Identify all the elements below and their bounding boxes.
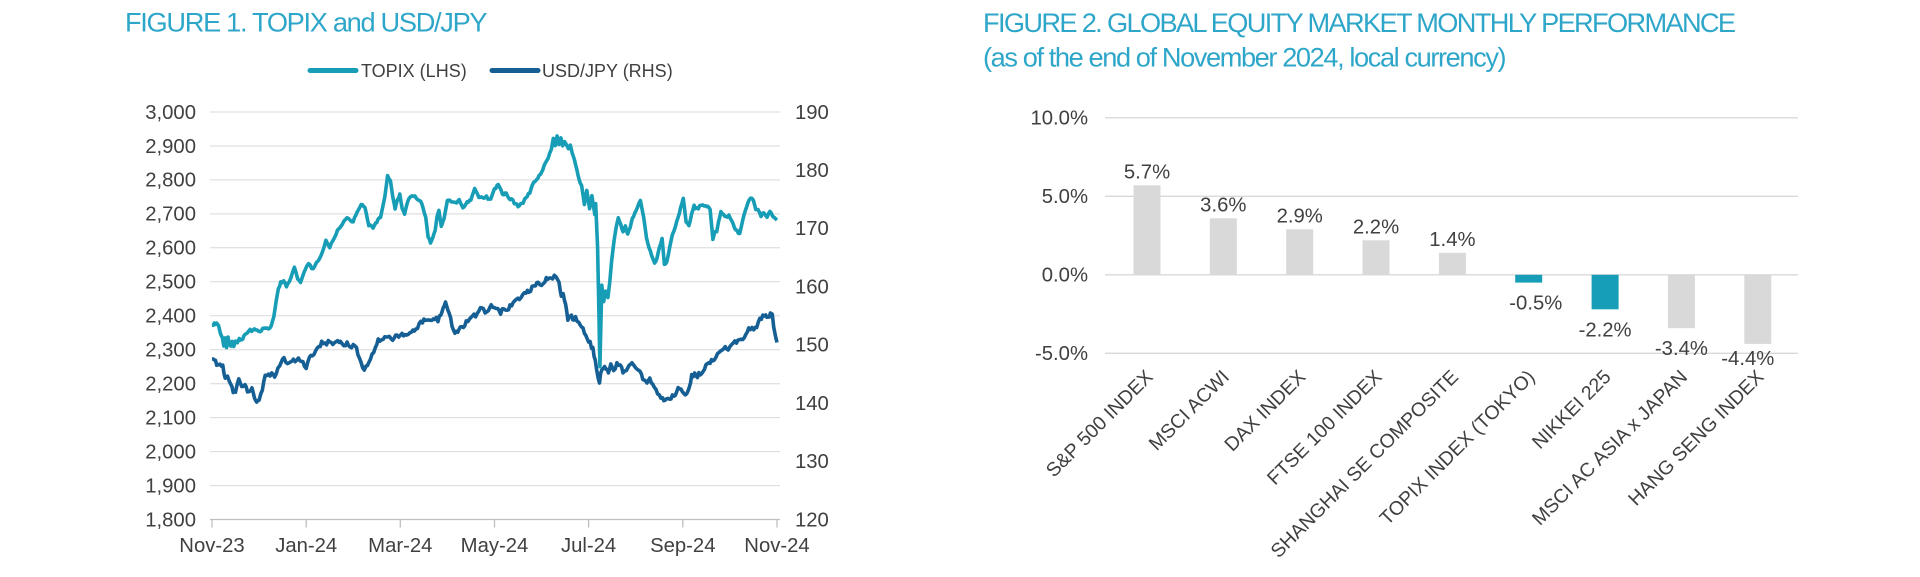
svg-text:170: 170 [795,218,829,240]
svg-text:1,900: 1,900 [145,475,196,497]
svg-text:TOPIX (LHS): TOPIX (LHS) [361,61,467,81]
svg-text:3.6%: 3.6% [1200,194,1246,216]
svg-text:2,000: 2,000 [145,441,196,463]
svg-text:2,900: 2,900 [145,136,196,158]
svg-text:FIGURE 1. TOPIX and USD/JPY: FIGURE 1. TOPIX and USD/JPY [125,7,487,38]
svg-text:Nov-24: Nov-24 [744,535,809,557]
svg-text:2,200: 2,200 [145,374,196,396]
svg-text:2,400: 2,400 [145,306,196,328]
svg-text:150: 150 [795,335,829,357]
svg-text:140: 140 [795,393,829,415]
svg-text:3,000: 3,000 [145,102,196,124]
svg-text:Sep-24: Sep-24 [650,535,715,557]
svg-text:Jul-24: Jul-24 [561,535,616,557]
svg-text:-4.4%: -4.4% [1721,348,1774,370]
svg-text:2,100: 2,100 [145,407,196,429]
svg-text:(as of the end of November 202: (as of the end of November 2024, local c… [983,42,1506,73]
svg-text:Nov-23: Nov-23 [179,535,244,557]
svg-text:2,300: 2,300 [145,340,196,362]
svg-text:2,700: 2,700 [145,204,196,226]
svg-text:-5.0%: -5.0% [1035,343,1088,365]
svg-text:160: 160 [795,277,829,299]
svg-text:FIGURE 2. GLOBAL EQUITY MARKET: FIGURE 2. GLOBAL EQUITY MARKET MONTHLY P… [983,7,1735,38]
svg-text:2,600: 2,600 [145,238,196,260]
svg-text:10.0%: 10.0% [1030,108,1088,130]
svg-text:USD/JPY (RHS): USD/JPY (RHS) [542,61,673,81]
svg-text:120: 120 [795,509,829,531]
svg-text:-0.5%: -0.5% [1509,293,1562,315]
svg-text:180: 180 [795,160,829,182]
svg-text:5.7%: 5.7% [1124,161,1170,183]
svg-text:May-24: May-24 [461,535,529,557]
svg-text:1,800: 1,800 [145,509,196,531]
svg-text:Mar-24: Mar-24 [368,535,432,557]
svg-text:Jan-24: Jan-24 [275,535,337,557]
svg-text:-2.2%: -2.2% [1579,319,1632,341]
svg-text:2,500: 2,500 [145,272,196,294]
svg-text:0.0%: 0.0% [1042,265,1088,287]
svg-text:5.0%: 5.0% [1042,186,1088,208]
svg-text:190: 190 [795,102,829,124]
svg-text:2.2%: 2.2% [1353,216,1399,238]
svg-text:1.4%: 1.4% [1429,229,1475,251]
svg-text:2,800: 2,800 [145,170,196,192]
svg-text:-3.4%: -3.4% [1655,338,1708,360]
svg-text:130: 130 [795,451,829,473]
svg-text:2.9%: 2.9% [1277,205,1323,227]
